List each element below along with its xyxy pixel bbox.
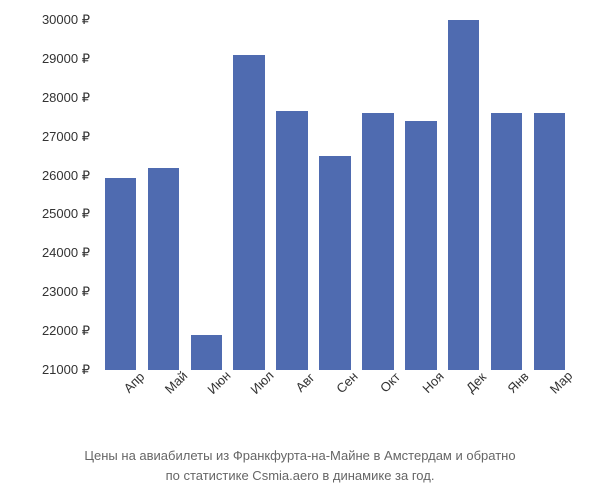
y-tick-label: 29000 ₽	[42, 51, 90, 67]
chart-caption: Цены на авиабилеты из Франкфурта-на-Майн…	[0, 446, 600, 485]
bar	[276, 111, 307, 370]
y-tick-label: 27000 ₽	[42, 129, 90, 145]
y-tick-label: 25000 ₽	[42, 206, 90, 222]
y-tick-label: 24000 ₽	[42, 245, 90, 261]
y-tick-label: 23000 ₽	[42, 284, 90, 300]
bar	[448, 20, 479, 370]
bar	[233, 55, 264, 370]
bar	[534, 113, 565, 370]
bar	[362, 113, 393, 370]
bar	[491, 113, 522, 370]
caption-line-1: Цены на авиабилеты из Франкфурта-на-Майн…	[0, 446, 600, 466]
y-axis: 21000 ₽22000 ₽23000 ₽24000 ₽25000 ₽26000…	[20, 20, 95, 370]
bar	[105, 178, 136, 371]
bars-group	[100, 20, 570, 370]
caption-line-2: по статистике Csmia.aero в динамике за г…	[0, 466, 600, 486]
bar	[405, 121, 436, 370]
y-tick-label: 28000 ₽	[42, 90, 90, 106]
bar	[148, 168, 179, 370]
x-axis: АпрМайИюнИюлАвгСенОктНояДекЯнвМар	[100, 370, 570, 420]
y-tick-label: 30000 ₽	[42, 12, 90, 28]
plot-area	[100, 20, 570, 370]
y-tick-label: 21000 ₽	[42, 362, 90, 378]
chart-container: 21000 ₽ 22000 ₽ 23000 ₽ 24000 ₽ 25000 ₽ 26000…	[20, 20, 580, 420]
bar	[319, 156, 350, 370]
y-tick-label: 22000 ₽	[42, 323, 90, 339]
y-tick-label: 26000 ₽	[42, 168, 90, 184]
